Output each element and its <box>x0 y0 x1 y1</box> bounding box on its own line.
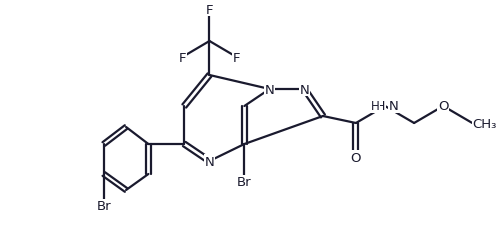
Text: F: F <box>206 3 213 16</box>
Text: N: N <box>299 83 309 96</box>
Text: F: F <box>179 51 186 64</box>
Text: O: O <box>438 100 449 113</box>
Text: N: N <box>265 83 274 96</box>
Text: H: H <box>376 100 385 113</box>
Text: O: O <box>351 151 361 164</box>
Text: N: N <box>205 155 215 168</box>
Text: Br: Br <box>237 176 251 189</box>
Text: Br: Br <box>96 200 111 213</box>
Text: F: F <box>233 51 241 64</box>
Text: N: N <box>389 100 399 113</box>
Text: H: H <box>370 100 379 113</box>
Text: CH₃: CH₃ <box>472 117 497 130</box>
